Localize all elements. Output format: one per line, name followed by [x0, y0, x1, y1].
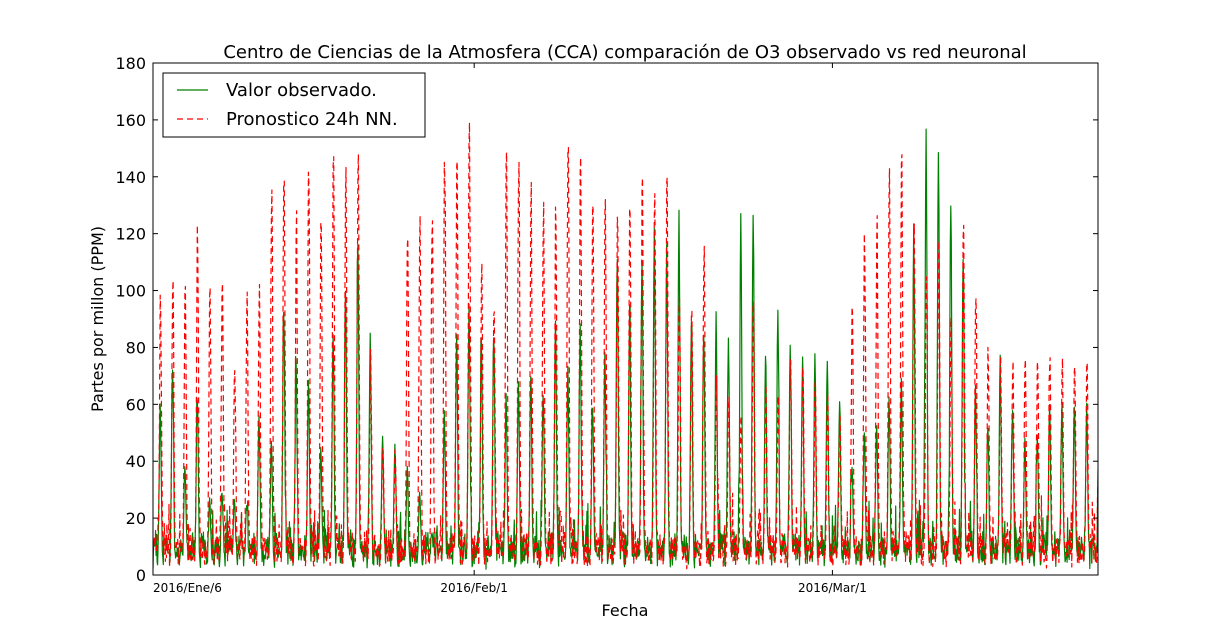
y-tick-label: 160 — [115, 111, 146, 130]
series-layer — [153, 122, 1098, 570]
y-tick-label: 20 — [126, 509, 146, 528]
y-axis: 0 20 40 60 80 100 120 140 160 180 — [115, 54, 1098, 585]
y-tick-label: 40 — [126, 452, 146, 471]
y-tick-label: 100 — [115, 282, 146, 301]
plot-frame — [152, 62, 1099, 576]
x-tick-label: 2016/Mar/1 — [798, 581, 867, 595]
x-axis: 2016/Ene/6 2016/Feb/1 2016/Mar/1 — [152, 63, 867, 595]
y-tick-label: 60 — [126, 395, 146, 414]
y-tick-label: 180 — [115, 54, 146, 73]
series-line-1 — [153, 122, 1098, 570]
x-tick-label: 2016/Feb/1 — [440, 581, 508, 595]
legend-label-pronostico: Pronostico 24h NN. — [226, 109, 398, 130]
x-tick-label: 2016/Ene/6 — [153, 581, 222, 595]
x-axis-label: Fecha — [602, 601, 649, 620]
legend: Valor observado. Pronostico 24h NN. — [162, 72, 426, 138]
legend-label-observado: Valor observado. — [226, 80, 377, 101]
y-tick-label: 120 — [115, 225, 146, 244]
y-tick-label: 0 — [136, 566, 146, 585]
legend-box — [162, 72, 426, 138]
chart-title: Centro de Ciencias de la Atmosfera (CCA)… — [223, 42, 1026, 63]
y-tick-label: 140 — [115, 168, 146, 187]
y-axis-label: Partes por millon (PPM) — [88, 226, 107, 412]
y-tick-label: 80 — [126, 338, 146, 357]
